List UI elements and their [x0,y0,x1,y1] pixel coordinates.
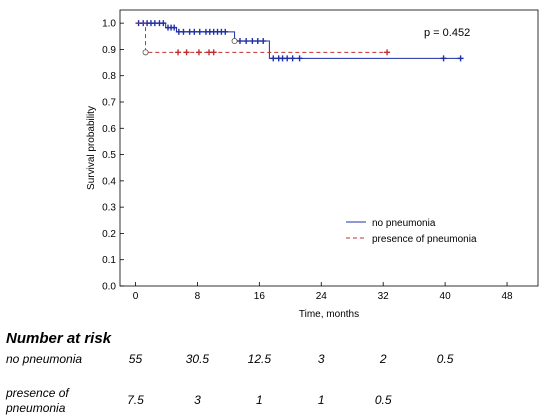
p-value-annotation: p = 0.452 [424,27,470,39]
x-tick-label: 24 [316,291,328,302]
censored-mark [180,28,187,35]
risk-value: 0.5 [374,393,392,407]
risk-value: 7.5 [127,393,144,407]
y-tick-label: 0.7 [102,98,116,109]
censored-mark [384,49,391,56]
censored-mark [183,49,190,56]
legend-label: no pneumonia [372,218,436,229]
plot-frame [119,9,539,287]
y-tick-label: 1.0 [102,19,116,30]
censored-mark [284,55,291,62]
chart-axes: 0.0 0.1 0.2 0.3 0.4 0.5 0.6 0.7 0.8 0.9 1.0 0 8 16 24 3… [102,9,539,302]
censored-mark [249,38,256,45]
y-axis-label: Survival probability [86,106,97,190]
series-line-1 [135,22,388,53]
risk-value: 30.5 [185,352,210,366]
x-tick-label: 8 [195,291,201,302]
y-tick-label: 0.8 [102,71,116,82]
x-tick-label: 40 [440,291,452,302]
censored-mark [171,24,178,31]
y-tick-label: 0.3 [102,203,116,214]
x-tick-label: 48 [501,291,513,302]
censored-mark [210,49,217,56]
censored-mark [160,20,167,27]
censored-mark [254,38,261,45]
y-tick-label: 0.5 [102,150,116,161]
censored-mark [296,55,303,62]
censored-mark [236,38,243,45]
survival-chart: 0.0 0.1 0.2 0.3 0.4 0.5 0.6 0.7 0.8 0.9 1.0 0 8 16 24 3… [86,9,539,320]
y-tick-label: 0.6 [102,124,116,135]
censored-mark [243,38,250,45]
risk-value: 12.5 [247,352,272,366]
censored-mark [196,28,203,35]
censored-mark [457,55,464,62]
chart-series [135,20,464,62]
censored-mark [195,49,202,56]
censored-mark [440,55,447,62]
y-tick-label: 0.2 [102,229,116,240]
y-tick-label: 0.1 [102,255,116,266]
risk-value: 1 [317,393,325,407]
risk-value: 2 [379,352,387,366]
censored-mark [222,28,229,35]
y-tick-label: 0.9 [102,45,116,56]
risk-value: 3 [317,352,325,366]
chart-legend: no pneumonia presence of pneumonia [346,218,477,245]
x-tick-label: 16 [254,291,266,302]
risk-value: 55 [128,352,143,366]
risk-value: 1 [255,393,263,407]
x-axis-label: Time, months [299,309,359,320]
censored-mark [175,49,182,56]
x-tick-label: 0 [133,291,139,302]
x-tick-label: 32 [378,291,390,302]
event-marker [142,49,149,56]
risk-row-label: presence of pneumonia [6,386,69,415]
censored-mark [289,55,296,62]
y-tick-label: 0.4 [102,176,116,187]
censored-mark [270,55,277,62]
y-tick-label: 0.0 [102,282,116,293]
legend-label: presence of pneumonia [372,234,477,245]
event-marker [231,38,238,45]
censored-mark [191,28,198,35]
series-line-0 [135,22,461,59]
risk-value: 3 [194,393,201,407]
risk-table-title: Number at risk [6,330,112,347]
risk-row-label: no pneumonia [6,352,83,366]
censored-mark [260,38,267,45]
risk-value: 0.5 [436,352,454,366]
